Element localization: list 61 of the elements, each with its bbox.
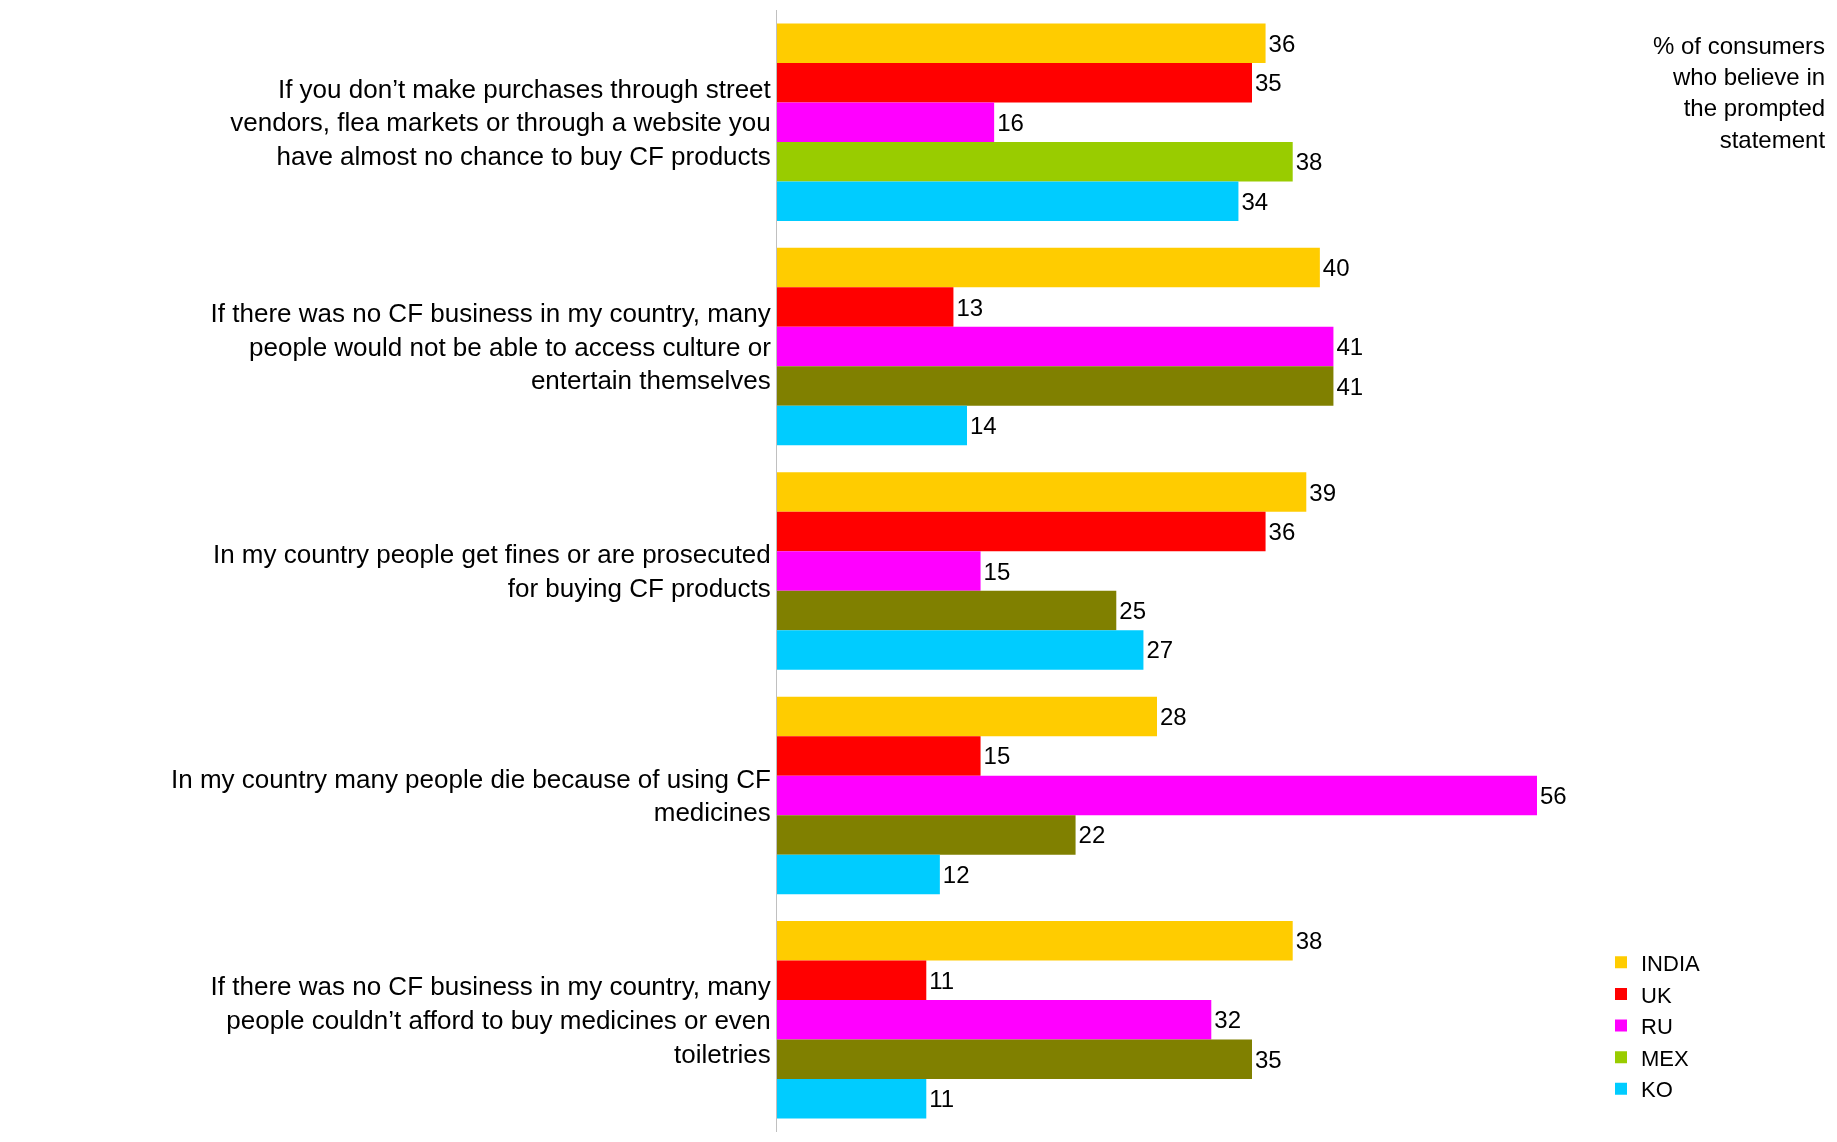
bar bbox=[777, 630, 1144, 670]
data-label: 41 bbox=[1336, 372, 1364, 400]
bar bbox=[777, 62, 1252, 103]
bar bbox=[777, 181, 1239, 221]
legend-label: MEX bbox=[1641, 1045, 1689, 1071]
bar bbox=[777, 511, 1266, 552]
bar bbox=[777, 1039, 1252, 1080]
data-label: 11 bbox=[929, 966, 955, 994]
bar bbox=[777, 775, 1537, 816]
bar bbox=[777, 815, 1076, 855]
legend-label: RU bbox=[1641, 1014, 1673, 1040]
y-tick-label: If you don’t make purchases through street vendors, flea markets or through a website you have almost no chance to buy CF products bbox=[230, 73, 772, 172]
data-label: 13 bbox=[956, 293, 984, 321]
y-tick-label: If there was no CF business in my country, many people would not be able to access culture or entertain themselves bbox=[210, 297, 772, 396]
data-label: 11 bbox=[929, 1085, 955, 1113]
data-label: 56 bbox=[1540, 781, 1567, 809]
bar bbox=[777, 736, 981, 776]
data-label: 35 bbox=[1255, 1045, 1282, 1073]
bar bbox=[777, 366, 1334, 406]
bar bbox=[777, 141, 1293, 182]
bar bbox=[777, 23, 1266, 63]
bar bbox=[777, 854, 940, 895]
legend-label: UK bbox=[1641, 982, 1672, 1008]
text: % of consumers who believe in the prompted statement bbox=[1653, 32, 1826, 153]
data-label: 38 bbox=[1295, 148, 1323, 176]
bar bbox=[777, 287, 954, 327]
data-label: 38 bbox=[1295, 927, 1323, 955]
data-label: 27 bbox=[1146, 636, 1174, 664]
data-label: 32 bbox=[1214, 1006, 1241, 1034]
bar bbox=[777, 102, 995, 142]
bar bbox=[777, 1000, 1212, 1040]
bar bbox=[777, 921, 1293, 961]
data-label: 40 bbox=[1322, 254, 1350, 282]
bar bbox=[777, 405, 967, 446]
legend-label: KO bbox=[1641, 1077, 1673, 1103]
data-label: 25 bbox=[1119, 596, 1146, 624]
data-label: 41 bbox=[1336, 333, 1364, 361]
data-label: 14 bbox=[970, 412, 997, 440]
data-label: 35 bbox=[1255, 69, 1282, 97]
data-label: 12 bbox=[942, 860, 970, 888]
data-label: 36 bbox=[1268, 29, 1296, 57]
bar bbox=[777, 326, 1334, 367]
y-tick-label: In my country many people die because of using CF medicines bbox=[171, 763, 771, 828]
data-label: 28 bbox=[1160, 702, 1187, 730]
bar bbox=[777, 590, 1117, 631]
bar bbox=[777, 960, 927, 1001]
bar bbox=[777, 1079, 927, 1119]
data-label: 22 bbox=[1078, 821, 1106, 849]
data-label: 15 bbox=[983, 557, 1011, 585]
bar bbox=[777, 472, 1307, 512]
bar bbox=[777, 551, 981, 591]
data-label: 15 bbox=[983, 742, 1011, 770]
y-tick-label: In my country people get fines or are prosecuted for buying CF products bbox=[212, 539, 771, 603]
data-label: 36 bbox=[1268, 518, 1296, 546]
legend-label: INDIA bbox=[1641, 950, 1700, 976]
data-label: 16 bbox=[997, 108, 1024, 136]
bar bbox=[777, 247, 1320, 288]
y-tick-label: If there was no CF business in my country, many people couldn’t afford to buy medicines or even toiletries bbox=[210, 971, 771, 1069]
bar bbox=[777, 696, 1157, 737]
data-label: 39 bbox=[1309, 478, 1336, 506]
data-label: 34 bbox=[1241, 187, 1269, 215]
